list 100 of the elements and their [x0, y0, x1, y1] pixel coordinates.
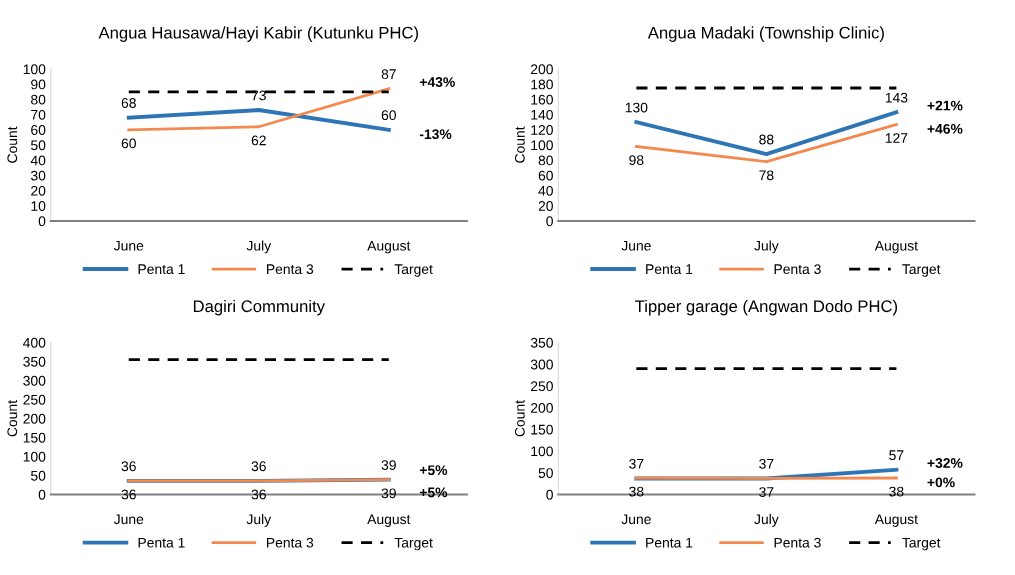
y-tick-label: 300 [23, 375, 46, 386]
y-tick-label: 100 [23, 451, 46, 462]
chart-title: Angua Hausawa/Hayi Kabir (Kutunku PHC) [98, 26, 419, 42]
data-label: 36 [121, 461, 136, 472]
x-tick-label: June [113, 240, 144, 251]
y-tick-label: 0 [38, 489, 46, 500]
data-label: 68 [121, 98, 136, 108]
data-label: 60 [121, 138, 136, 149]
data-label: 37 [759, 458, 774, 469]
x-tick-label: August [874, 240, 918, 254]
x-tick-label: July [754, 513, 779, 527]
legend-label: Penta 3 [267, 537, 314, 548]
y-tick-label: 10 [31, 201, 46, 211]
y-tick-label: 200 [23, 413, 46, 424]
y-tick-label: 0 [546, 489, 553, 500]
data-label: 36 [121, 489, 136, 500]
y-tick-label: 50 [31, 470, 46, 481]
y-tick-label: 60 [31, 125, 46, 135]
data-label: 143 [885, 92, 908, 103]
y-tick-label: 200 [531, 403, 553, 413]
y-tick-label: 40 [538, 185, 553, 196]
legend-label: Penta 3 [774, 264, 821, 275]
x-tick-label: June [621, 514, 651, 525]
legend-label: Penta 3 [774, 537, 821, 548]
y-axis-title: Count [7, 126, 18, 163]
legend-label: Target [394, 537, 433, 551]
annotation: +32% [927, 458, 963, 468]
chart-title: Tipper garage (Angwan Dodo PHC) [635, 299, 898, 316]
legend-label: Target [902, 537, 941, 551]
y-tick-label: 250 [531, 381, 553, 392]
annotation: +5% [419, 465, 448, 476]
annotation: +21% [927, 100, 963, 111]
y-tick-label: 0 [546, 216, 553, 227]
y-tick-label: 40 [30, 155, 46, 166]
legend-label: Penta 1 [138, 537, 185, 548]
y-tick-label: 140 [531, 109, 553, 120]
y-tick-label: 80 [31, 94, 46, 105]
y-axis-title: Count [514, 400, 525, 437]
y-tick-label: 350 [530, 337, 553, 348]
data-label: 87 [381, 69, 396, 80]
x-tick-label: August [367, 514, 411, 527]
legend-label: Penta 1 [646, 537, 693, 548]
legend-label: Penta 3 [267, 264, 314, 275]
y-tick-label: 400 [23, 337, 46, 348]
y-tick-label: 120 [531, 125, 553, 135]
y-tick-label: 100 [531, 140, 553, 151]
y-tick-label: 160 [531, 94, 553, 105]
data-label: 88 [759, 134, 774, 145]
y-tick-label: 150 [23, 432, 46, 443]
data-label: 39 [381, 488, 396, 499]
data-label: 57 [889, 450, 904, 461]
y-tick-label: 70 [31, 109, 46, 120]
legend-label: Penta 1 [138, 264, 185, 275]
data-label: 78 [759, 170, 774, 181]
y-tick-label: 100 [23, 64, 46, 75]
x-tick-label: July [246, 513, 272, 527]
x-tick-label: June [621, 240, 651, 251]
data-label: 130 [625, 102, 648, 113]
data-label: 39 [381, 460, 396, 470]
y-tick-label: 20 [31, 185, 46, 196]
data-label: 38 [889, 486, 904, 497]
data-label: 37 [629, 458, 644, 469]
y-tick-label: 180 [531, 79, 553, 90]
y-tick-label: 30 [30, 170, 46, 181]
y-tick-label: 200 [531, 64, 553, 75]
data-label: 36 [251, 461, 266, 472]
data-label: 36 [251, 489, 266, 500]
x-tick-label: August [874, 514, 918, 527]
data-label: 127 [885, 133, 908, 143]
data-label: 98 [629, 155, 644, 166]
x-tick-label: July [754, 240, 779, 254]
annotation: +46% [927, 123, 963, 134]
annotation: -13% [419, 129, 452, 140]
y-tick-label: 0 [38, 216, 46, 227]
y-tick-label: 100 [531, 446, 553, 457]
y-tick-label: 80 [538, 155, 553, 166]
y-axis-title: Count [514, 126, 525, 163]
y-tick-label: 60 [538, 170, 553, 181]
y-tick-label: 300 [530, 359, 553, 370]
x-tick-label: August [367, 240, 411, 254]
x-tick-label: July [246, 240, 272, 254]
legend-label: Target [394, 264, 433, 277]
y-tick-label: 150 [531, 424, 553, 435]
y-tick-label: 50 [538, 468, 553, 478]
y-tick-label: 350 [23, 356, 46, 367]
legend-label: Target [902, 264, 941, 277]
y-tick-label: 250 [23, 394, 46, 405]
legend-label: Penta 1 [646, 264, 693, 275]
data-label: 60 [381, 110, 396, 121]
x-tick-label: June [113, 514, 144, 525]
y-tick-label: 20 [538, 201, 553, 211]
y-tick-label: 90 [31, 79, 46, 90]
data-label: 38 [629, 486, 644, 497]
chart-title: Dagiri Community [193, 299, 325, 316]
chart-title: Angua Madaki (Township Clinic) [647, 26, 884, 42]
annotation: +5% [419, 487, 448, 498]
annotation: +0% [927, 477, 955, 488]
annotation: +43% [419, 77, 455, 87]
data-label: 62 [251, 135, 266, 146]
y-axis-title: Count [7, 400, 18, 437]
